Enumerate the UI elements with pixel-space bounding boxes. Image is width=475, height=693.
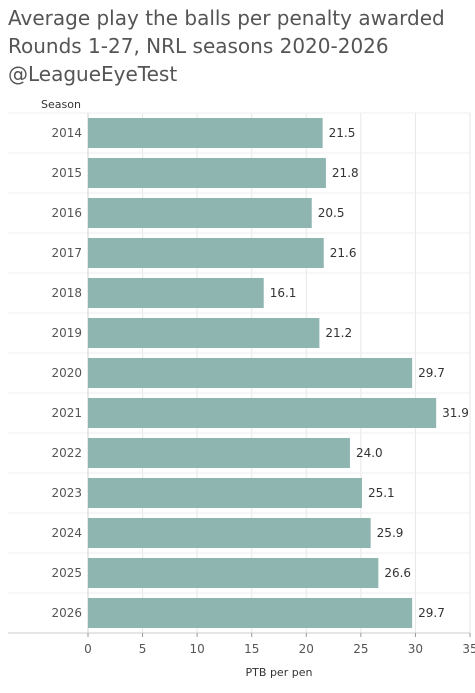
x-tick-label: 5 [139, 642, 147, 656]
row-header: Season [41, 98, 81, 111]
bar [88, 478, 362, 508]
x-axis-label: PTB per pen [246, 666, 313, 679]
chart-subtitle: Rounds 1-27, NRL seasons 2020-2026 [8, 34, 389, 58]
value-label: 31.9 [442, 406, 469, 420]
category-label: 2021 [51, 406, 82, 420]
value-label: 29.7 [418, 606, 445, 620]
x-tick-label: 30 [408, 642, 423, 656]
category-label: 2016 [51, 206, 82, 220]
bar [88, 558, 379, 588]
value-label: 29.7 [418, 366, 445, 380]
bars: 2014 21.5 2015 21.8 2016 20.5 2017 21.6 2018 16.1… [51, 118, 469, 628]
bar [88, 238, 324, 268]
value-label: 21.8 [332, 166, 359, 180]
bar [88, 598, 413, 628]
x-tick-label: 10 [190, 642, 205, 656]
x-tick-label: 35 [462, 642, 475, 656]
chart-title: Average play the balls per penalty award… [8, 6, 445, 30]
category-label: 2017 [51, 246, 82, 260]
x-tick-label: 25 [353, 642, 368, 656]
chart-handle: @LeagueEyeTest [8, 62, 178, 86]
bar [88, 398, 437, 428]
value-label: 26.6 [384, 566, 411, 580]
category-label: 2014 [51, 126, 82, 140]
category-label: 2025 [51, 566, 82, 580]
bar [88, 118, 323, 148]
category-label: 2023 [51, 486, 82, 500]
category-label: 2019 [51, 326, 82, 340]
value-label: 24.0 [356, 446, 383, 460]
bar [88, 518, 371, 548]
category-label: 2026 [51, 606, 82, 620]
bar [88, 318, 320, 348]
category-label: 2024 [51, 526, 82, 540]
x-tick-label: 15 [244, 642, 259, 656]
value-label: 21.6 [330, 246, 357, 260]
category-label: 2022 [51, 446, 82, 460]
category-label: 2018 [51, 286, 82, 300]
value-label: 21.2 [325, 326, 352, 340]
value-label: 20.5 [318, 206, 345, 220]
value-label: 25.1 [368, 486, 395, 500]
category-label: 2020 [51, 366, 82, 380]
x-tick-label: 0 [84, 642, 92, 656]
value-label: 16.1 [270, 286, 297, 300]
chart-title-block: Average play the balls per penalty award… [8, 4, 445, 88]
bar [88, 358, 413, 388]
bar [88, 158, 326, 188]
x-tick-label: 20 [299, 642, 314, 656]
value-label: 25.9 [377, 526, 404, 540]
bar [88, 438, 350, 468]
category-label: 2015 [51, 166, 82, 180]
bar [88, 278, 264, 308]
x-ticks: 0 5 10 15 20 25 30 35 [84, 633, 475, 656]
value-label: 21.5 [329, 126, 356, 140]
bar [88, 198, 312, 228]
